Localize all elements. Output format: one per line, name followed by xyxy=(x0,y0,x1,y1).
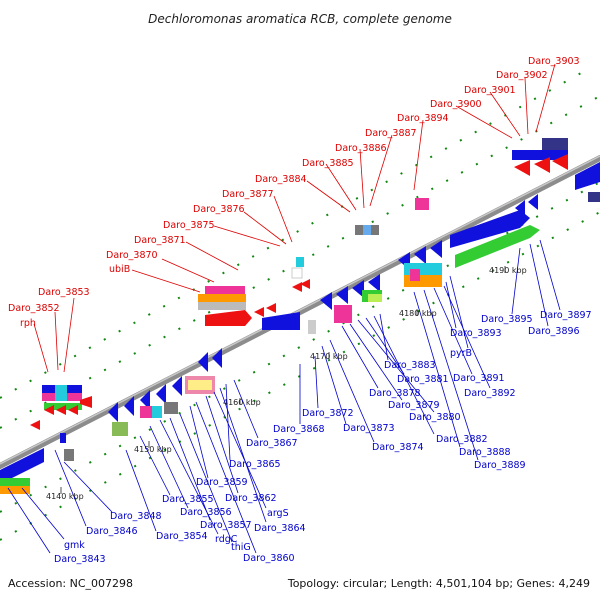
gene-label: Daro_3859 xyxy=(196,477,248,488)
gene-label: rph xyxy=(20,318,36,329)
gene-label: Daro_3879 xyxy=(388,400,440,411)
gene-label: gmk xyxy=(64,540,85,551)
accession-text: Accession: NC_007298 xyxy=(8,577,133,590)
gene-label: Daro_3857 xyxy=(200,520,252,531)
gene-label: Daro_3872 xyxy=(302,408,354,419)
gene-label: Daro_3894 xyxy=(397,113,449,124)
tick-label: 4170 kbp xyxy=(310,352,348,361)
gene-label: Daro_3889 xyxy=(474,460,526,471)
leader-lines xyxy=(7,63,561,554)
gene-label: Daro_3854 xyxy=(156,531,208,542)
gene-label: Daro_3895 xyxy=(481,314,533,325)
forward-genes xyxy=(30,138,568,430)
gene-label: rdgC xyxy=(215,534,238,545)
gene-label: Daro_3852 xyxy=(8,303,60,314)
gene-label: Daro_3871 xyxy=(134,235,186,246)
gene-label: Daro_3888 xyxy=(459,447,511,458)
gene-label: Daro_3843 xyxy=(54,554,106,565)
scale-ticks xyxy=(60,266,506,494)
gene-label: Daro_3896 xyxy=(528,326,580,337)
gene-label: Daro_3868 xyxy=(273,424,325,435)
gene-label: Daro_3865 xyxy=(229,459,281,470)
reverse-genes xyxy=(0,162,600,494)
tick-label: 4140 kbp xyxy=(46,492,84,501)
gene-label: Daro_3870 xyxy=(106,250,158,261)
gene-label: Daro_3878 xyxy=(369,388,421,399)
tick-labels: 4140 kbp 4150 kbp 4160 kbp 4170 kbp 4180… xyxy=(46,266,527,501)
tick-label: 4150 kbp xyxy=(134,445,172,454)
gene-label: Daro_3902 xyxy=(496,70,548,81)
gene-label: ubiB xyxy=(109,264,130,275)
reverse-labels: Daro_3843 gmk Daro_3846 Daro_3848 Daro_3… xyxy=(54,310,592,565)
gene-label: Daro_3874 xyxy=(372,442,424,453)
gene-label: Daro_3862 xyxy=(225,493,277,504)
gene-label: Daro_3887 xyxy=(365,128,417,139)
tick-label: 4160 kbp xyxy=(223,398,261,407)
gene-label: Daro_3876 xyxy=(193,204,245,215)
gene-label: Daro_3893 xyxy=(450,328,502,339)
gene-label: argS xyxy=(267,508,289,519)
gene-label: Daro_3892 xyxy=(464,388,516,399)
gene-label: Daro_3864 xyxy=(254,523,306,534)
gene-label: Daro_3855 xyxy=(162,494,214,505)
gene-label: Daro_3873 xyxy=(343,423,395,434)
genome-summary-text: Topology: circular; Length: 4,501,104 bp… xyxy=(287,577,590,590)
map-title: Dechloromonas aromatica RCB, complete ge… xyxy=(148,12,452,26)
gene-label: Daro_3881 xyxy=(397,374,449,385)
gene-label: thiG xyxy=(231,542,251,553)
gene-label: Daro_3882 xyxy=(436,434,488,445)
gene-label: Daro_3867 xyxy=(246,438,298,449)
gene-label: Daro_3903 xyxy=(528,56,580,67)
gene-label: Daro_3891 xyxy=(453,373,505,384)
gene-label: pyrB xyxy=(450,348,472,359)
gene-label: Daro_3846 xyxy=(86,526,138,537)
tick-label: 4190 kbp xyxy=(489,266,527,275)
gene-label: Daro_3901 xyxy=(464,85,516,96)
gene-label: Daro_3875 xyxy=(163,220,215,231)
gene-label: Daro_3897 xyxy=(540,310,592,321)
gene-label: Daro_3853 xyxy=(38,287,90,298)
gene-label: Daro_3877 xyxy=(222,189,274,200)
gene-label: Daro_3880 xyxy=(409,412,461,423)
gene-label: Daro_3860 xyxy=(243,553,295,564)
gene-label: Daro_3884 xyxy=(255,174,307,185)
tick-label: 4180 kbp xyxy=(399,309,437,318)
gene-label: Daro_3883 xyxy=(384,360,436,371)
gene-label: Daro_3856 xyxy=(180,507,232,518)
forward-labels: rph Daro_3852 Daro_3853 ubiB Daro_3870 D… xyxy=(8,56,580,329)
gene-label: Daro_3900 xyxy=(430,99,482,110)
gene-label: Daro_3848 xyxy=(110,511,162,522)
gene-label: Daro_3885 xyxy=(302,158,354,169)
gene-label: Daro_3886 xyxy=(335,143,387,154)
